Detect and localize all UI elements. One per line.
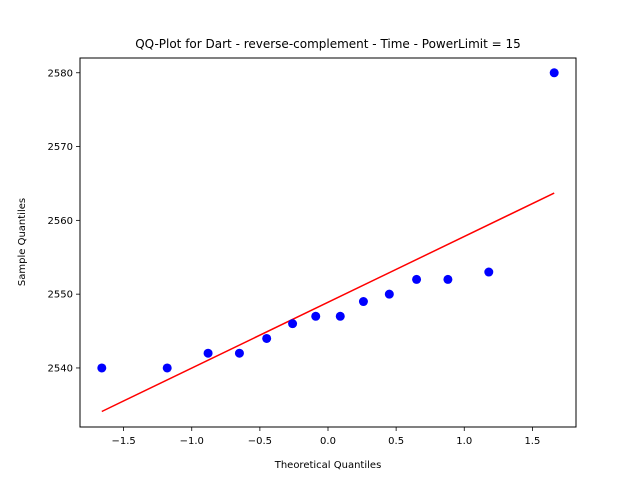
y-tick-label: 2550 xyxy=(48,290,73,301)
data-point xyxy=(311,311,321,321)
chart-title: QQ-Plot for Dart - reverse-complement - … xyxy=(135,37,521,51)
data-point xyxy=(484,267,494,277)
y-tick-label: 2580 xyxy=(48,68,73,79)
x-tick-label: 1.5 xyxy=(524,436,540,447)
plot-frame xyxy=(79,57,577,428)
data-point xyxy=(335,311,345,321)
data-point xyxy=(97,363,107,373)
x-axis: −1.5 −1.0 −0.5 0.0 0.5 1.0 1.5 xyxy=(111,427,540,447)
y-tick-label: 2570 xyxy=(48,142,73,153)
data-point xyxy=(262,333,272,343)
data-point xyxy=(443,274,453,284)
x-tick-label: 1.0 xyxy=(456,436,472,447)
data-point xyxy=(234,348,244,358)
data-point xyxy=(288,319,298,329)
data-point xyxy=(384,289,394,299)
plot-marks xyxy=(97,68,559,413)
x-tick-label: 0.0 xyxy=(320,436,336,447)
y-axis-label: Sample Quantiles xyxy=(17,198,28,286)
data-point xyxy=(358,297,368,307)
data-point xyxy=(203,348,213,358)
data-point xyxy=(549,68,559,78)
y-tick-label: 2560 xyxy=(48,216,73,227)
data-point xyxy=(412,274,422,284)
data-point xyxy=(162,363,172,373)
fit-line xyxy=(101,192,555,413)
x-tick-label: −0.5 xyxy=(248,436,272,447)
x-tick-label: −1.0 xyxy=(180,436,204,447)
x-tick-label: 0.5 xyxy=(388,436,404,447)
x-tick-label: −1.5 xyxy=(111,436,135,447)
y-tick-label: 2540 xyxy=(48,363,73,374)
y-axis: 2540 2550 2560 2570 2580 xyxy=(48,68,80,374)
x-axis-label: Theoretical Quantiles xyxy=(274,460,382,471)
